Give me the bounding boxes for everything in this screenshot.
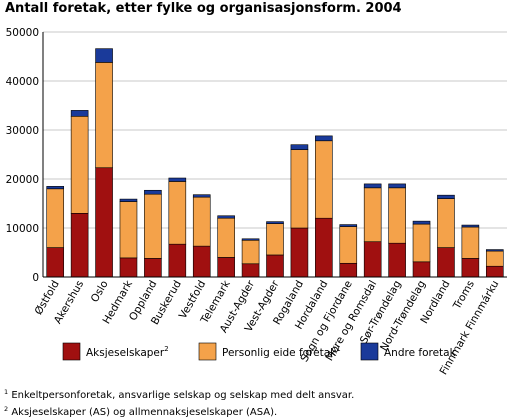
bar-troms-series-0 <box>462 258 479 277</box>
bar-telemark-series-2 <box>218 216 235 218</box>
bar-aust-agder-series-0 <box>242 264 259 277</box>
bar-s-r-tr-ndelag-series-1 <box>389 188 406 243</box>
footnote-1: 1 Enkeltpersonforetak, ansvarlige selska… <box>4 386 354 403</box>
bar-m-re-og-romsdal-series-2 <box>364 184 381 188</box>
bar-oppland-series-0 <box>144 258 161 277</box>
legend-swatch-1 <box>199 343 216 360</box>
bar-hedmark-series-0 <box>120 258 137 277</box>
bar-vest-agder-series-0 <box>267 255 284 277</box>
bar-oppland-series-1 <box>144 194 161 258</box>
bar-oppland-series-2 <box>144 190 161 194</box>
legend-label-2: Andre foretak <box>384 347 457 359</box>
bar-oslo-series-0 <box>96 168 113 277</box>
bar-m-re-og-romsdal-series-0 <box>364 242 381 277</box>
stacked-bar-chart: 01000020000300004000050000ØstfoldAkershu… <box>0 0 511 385</box>
bar-rogaland-series-1 <box>291 150 308 228</box>
bar-vest-agder-series-1 <box>267 224 284 255</box>
bar-telemark-series-1 <box>218 218 235 257</box>
bar--stfold-series-0 <box>47 248 64 277</box>
y-tick-label-2: 20000 <box>6 174 39 186</box>
bar--stfold-series-2 <box>47 186 64 188</box>
legend-label-0: Aksjeselskaper2 <box>86 345 169 359</box>
bar-hedmark-series-1 <box>120 202 137 258</box>
bar-m-re-og-romsdal-series-1 <box>364 188 381 242</box>
bar-troms-series-1 <box>462 227 479 258</box>
bar-buskerud-series-2 <box>169 178 186 181</box>
bar-oslo-series-1 <box>96 62 113 167</box>
legend-swatch-0 <box>63 343 80 360</box>
bars-layer <box>47 49 504 277</box>
bar-sogn-og-fjordane-series-2 <box>340 225 357 227</box>
legend-swatch-2 <box>361 343 378 360</box>
bar-nord-tr-ndelag-series-0 <box>413 262 430 277</box>
bar-sogn-og-fjordane-series-0 <box>340 263 357 277</box>
bar-aust-agder-series-2 <box>242 239 259 240</box>
bar-finnmark-finnm-rku-series-0 <box>486 266 503 277</box>
bar-hordaland-series-2 <box>315 136 332 141</box>
bar-akershus-series-0 <box>71 213 88 277</box>
bar-nord-tr-ndelag-series-2 <box>413 221 430 224</box>
y-tick-label-0: 0 <box>32 272 39 284</box>
bar-aust-agder-series-1 <box>242 240 259 264</box>
y-tick-label-5: 50000 <box>6 27 39 39</box>
bar-hordaland-series-1 <box>315 141 332 218</box>
bar-vestfold-series-2 <box>193 195 210 197</box>
bar-telemark-series-0 <box>218 257 235 277</box>
bar-nordland-series-1 <box>437 199 454 248</box>
bar-sogn-og-fjordane-series-1 <box>340 227 357 264</box>
bar-finnmark-finnm-rku-series-2 <box>486 250 503 251</box>
footnote-2: 2 Aksjeselskaper (AS) og allmennaksjesel… <box>4 403 354 419</box>
bar-buskerud-series-1 <box>169 181 186 244</box>
bar-nordland-series-2 <box>437 195 454 198</box>
bar-oslo-series-2 <box>96 49 113 63</box>
bar-rogaland-series-2 <box>291 145 308 150</box>
legend-label-1: Personlig eide foretak1 <box>222 345 341 359</box>
bar-troms-series-2 <box>462 225 479 227</box>
bar-vestfold-series-0 <box>193 246 210 277</box>
bar-hordaland-series-0 <box>315 218 332 277</box>
bar-hedmark-series-2 <box>120 199 137 201</box>
footnotes: 1 Enkeltpersonforetak, ansvarlige selska… <box>4 386 354 419</box>
bar-nordland-series-0 <box>437 248 454 277</box>
bar--stfold-series-1 <box>47 189 64 248</box>
bar-vest-agder-series-2 <box>267 222 284 224</box>
bar-buskerud-series-0 <box>169 244 186 277</box>
bar-vestfold-series-1 <box>193 197 210 246</box>
bar-finnmark-finnm-rku-series-1 <box>486 251 503 266</box>
bar-s-r-tr-ndelag-series-2 <box>389 184 406 188</box>
x-tick-label-17: Troms <box>451 279 477 313</box>
bar-akershus-series-2 <box>71 110 88 116</box>
y-tick-label-4: 40000 <box>6 76 39 88</box>
legend: Aksjeselskaper2 Personlig eide foretak1 An… <box>63 343 457 360</box>
bar-akershus-series-1 <box>71 116 88 213</box>
y-tick-label-3: 30000 <box>6 125 39 137</box>
bar-nord-tr-ndelag-series-1 <box>413 224 430 262</box>
x-tick-label-2: Oslo <box>89 279 111 305</box>
bar-s-r-tr-ndelag-series-0 <box>389 243 406 277</box>
bar-rogaland-series-0 <box>291 228 308 277</box>
y-tick-label-1: 10000 <box>6 223 39 235</box>
